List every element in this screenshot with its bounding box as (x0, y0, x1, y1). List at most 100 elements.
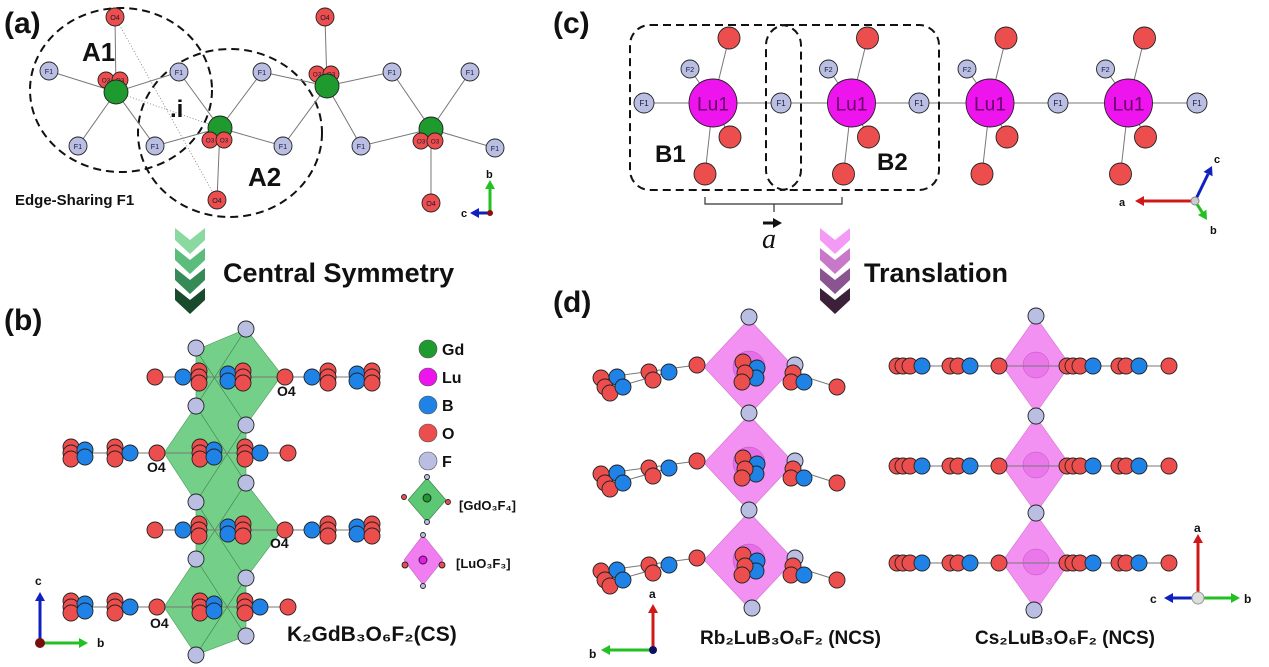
f-sphere (770, 92, 792, 114)
o-atom (146, 368, 164, 386)
atom-label: Lu1 (697, 95, 729, 116)
lu-sphere (418, 555, 428, 565)
inversion-center-label: .i (170, 96, 183, 123)
translation-label: Translation (864, 258, 1008, 288)
atom-label: F1 (388, 68, 396, 77)
f-sphere (68, 136, 88, 156)
atom-label: O3 (313, 72, 322, 79)
panel-label-d: (d) (553, 286, 591, 319)
f-sphere (680, 59, 700, 79)
b-sphere (660, 556, 678, 574)
o-sphere (146, 521, 164, 539)
gd-sphere (422, 493, 432, 503)
o-sphere (990, 457, 1008, 475)
translation-chevrons (820, 228, 850, 314)
o-sphere (733, 373, 751, 391)
o-atom (1133, 26, 1156, 50)
b-atom (348, 372, 366, 390)
o-atom (234, 527, 252, 545)
f-sphere (424, 474, 430, 480)
o-sphere (1109, 162, 1132, 186)
o-sphere (236, 450, 254, 468)
legend-item-o: O (418, 423, 454, 443)
f-atom (187, 550, 205, 568)
axis-b-label: b (486, 169, 493, 181)
b-sphere (614, 378, 632, 396)
b-atom (961, 457, 979, 475)
legend-label: O (442, 426, 454, 443)
o-atom (62, 450, 80, 468)
o-sphere (857, 125, 880, 149)
bond (195, 558, 247, 637)
luo3f3-octahedron (888, 307, 1178, 414)
f-sphere (1096, 59, 1115, 79)
legend-item-b: B (418, 395, 454, 415)
atom-label: F1 (466, 68, 474, 77)
b-atom (660, 363, 678, 381)
o-sphere (105, 7, 125, 27)
axis-b-label: b (1210, 225, 1217, 237)
o-atom (191, 604, 209, 622)
panel-d: (d) Rb₂LuB₃O₆F₂ (NCS) Cs₂LuB₃O₆F₂ (NCS) a b a… (553, 286, 1251, 661)
f-atom: F2 (1096, 59, 1115, 79)
o-atom (995, 125, 1019, 149)
o-atom (363, 527, 381, 545)
atom-label: F1 (279, 142, 287, 151)
o-sphere (191, 450, 209, 468)
atom-label: Lu1 (974, 95, 1006, 116)
axis-c-label: c (1150, 592, 1157, 606)
o-sphere (733, 566, 751, 584)
b-atom (1084, 554, 1102, 572)
o4-label: O4 (147, 459, 166, 475)
atom-label: F1 (1053, 99, 1063, 108)
axis-shaft (1193, 173, 1210, 202)
o-atom (363, 374, 381, 392)
b-sphere (121, 598, 139, 616)
central-symmetry-chevrons (175, 228, 205, 314)
o-sphere (401, 494, 407, 500)
f-sphere (1027, 407, 1045, 425)
atom-label: F1 (45, 67, 53, 76)
b-atom (251, 444, 269, 462)
luo3f3-octahedron (592, 404, 846, 512)
o-sphere (426, 132, 444, 150)
lu-atom (1022, 451, 1050, 479)
b-sphere (660, 459, 678, 477)
arrow-head-icon (35, 592, 45, 601)
o-atom (717, 26, 741, 50)
o-sphere (62, 604, 80, 622)
axis-b-arrow (601, 645, 653, 655)
o4-label: O4 (277, 383, 296, 399)
f-atom (237, 474, 255, 492)
f-sphere (420, 532, 426, 538)
o-sphere (279, 444, 297, 462)
o-atom: O4 (207, 190, 227, 210)
o-sphere (990, 357, 1008, 375)
gd-sphere (103, 79, 129, 105)
o-atom (733, 469, 751, 487)
axis-a-arrow (1193, 534, 1203, 598)
f-atom: F1 (273, 136, 293, 156)
o-atom (1109, 162, 1132, 186)
o-atom (990, 457, 1008, 475)
b-sphere (795, 373, 813, 391)
axis-a-label: a (1119, 197, 1126, 209)
f-atom: F2 (680, 59, 700, 79)
chevron-down-icon (820, 248, 850, 274)
o-atom (990, 554, 1008, 572)
arrow-head-icon (773, 218, 782, 228)
f-atom: F1 (633, 92, 655, 114)
o-atom (688, 356, 706, 374)
f-atom: F1 (145, 136, 165, 156)
o-sphere (688, 452, 706, 470)
lu-atom: Lu1 (965, 78, 1015, 128)
chevron-down-icon (820, 288, 850, 314)
f-atom: F1 (169, 62, 189, 82)
atom-label: F1 (151, 142, 159, 151)
lu-atom: Lu1 (1104, 78, 1153, 128)
o-atom (106, 604, 124, 622)
o-sphere (688, 356, 706, 374)
axis-c-arrow (35, 592, 45, 643)
o-sphere (832, 162, 855, 186)
b-atom (1130, 457, 1148, 475)
